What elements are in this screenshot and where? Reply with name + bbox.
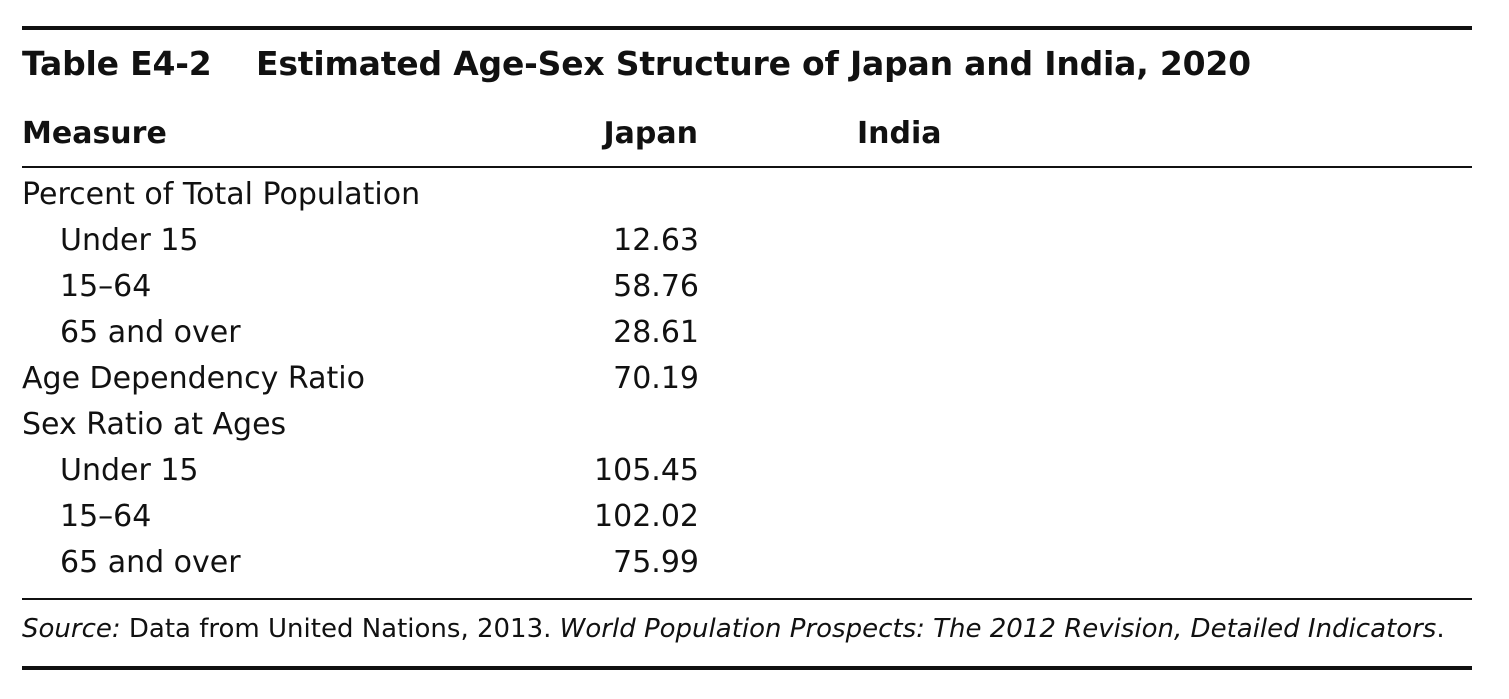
row-measure: 15–64 xyxy=(60,269,152,304)
row-measure: Percent of Total Population xyxy=(22,177,421,212)
row-measure: Sex Ratio at Ages xyxy=(22,407,287,442)
row-japan-value: 75.99 xyxy=(613,545,699,580)
column-header-india: India xyxy=(857,116,942,151)
source-publication: World Population Prospects: The 2012 Rev… xyxy=(559,614,1437,644)
table-row: Sex Ratio at Ages xyxy=(22,402,1472,448)
row-measure: 65 and over xyxy=(60,545,241,580)
bottom-rule xyxy=(22,666,1472,670)
table-row: 65 and over 75.99 xyxy=(22,540,1472,586)
row-japan-value: 70.19 xyxy=(613,361,699,396)
row-measure: Age Dependency Ratio xyxy=(22,361,365,396)
column-header-japan: Japan xyxy=(603,116,698,151)
row-measure: Under 15 xyxy=(60,223,199,258)
header-rule xyxy=(22,166,1472,168)
source-note: Source: Data from United Nations, 2013. … xyxy=(22,614,1445,644)
table-row: Age Dependency Ratio 70.19 xyxy=(22,356,1472,402)
source-label: Source: xyxy=(22,614,121,644)
column-header-measure: Measure xyxy=(22,116,167,151)
table-body: Percent of Total Population Under 15 12.… xyxy=(22,172,1472,586)
row-japan-value: 12.63 xyxy=(613,223,699,258)
row-measure: 15–64 xyxy=(60,499,152,534)
body-rule xyxy=(22,598,1472,600)
table-row: Percent of Total Population xyxy=(22,172,1472,218)
table-label: Table E4-2 xyxy=(22,44,212,83)
table-row: Under 15 12.63 xyxy=(22,218,1472,264)
row-japan-value: 105.45 xyxy=(594,453,699,488)
row-measure: Under 15 xyxy=(60,453,199,488)
source-end: . xyxy=(1436,614,1445,644)
row-japan-value: 102.02 xyxy=(594,499,699,534)
table-row: Under 15 105.45 xyxy=(22,448,1472,494)
table-row: 15–64 102.02 xyxy=(22,494,1472,540)
table-title-text: Estimated Age-Sex Structure of Japan and… xyxy=(256,44,1251,83)
top-rule xyxy=(22,26,1472,30)
table-title: Table E4-2 Estimated Age-Sex Structure of… xyxy=(22,44,1251,83)
source-text: Data from United Nations, 2013. xyxy=(120,614,560,644)
row-measure: 65 and over xyxy=(60,315,241,350)
row-japan-value: 58.76 xyxy=(613,269,699,304)
table-row: 65 and over 28.61 xyxy=(22,310,1472,356)
table-row: 15–64 58.76 xyxy=(22,264,1472,310)
row-japan-value: 28.61 xyxy=(613,315,699,350)
